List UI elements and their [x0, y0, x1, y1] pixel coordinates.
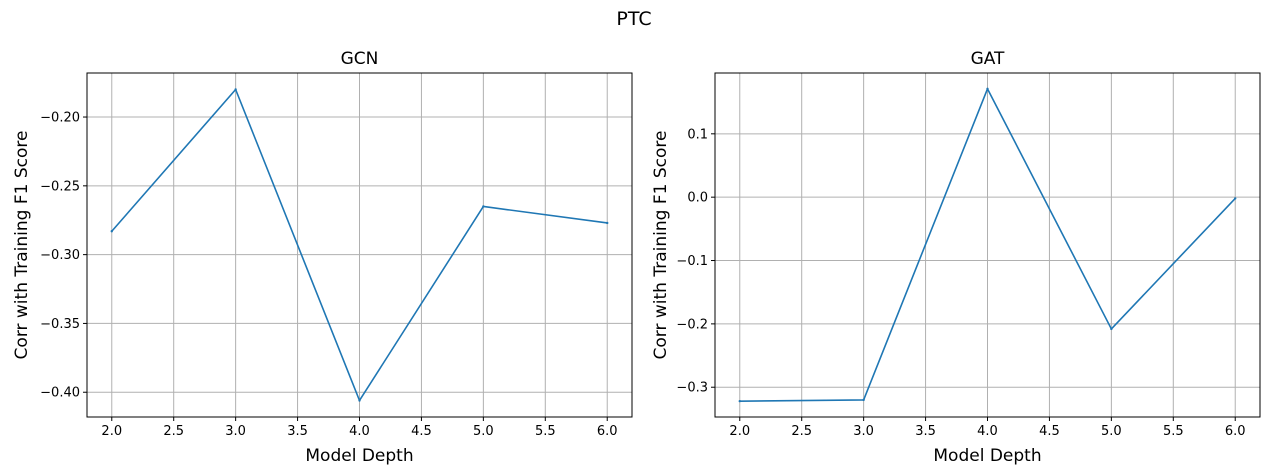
y-tick-label: −0.35: [40, 317, 80, 332]
data-point: [1234, 197, 1237, 200]
x-tick-label: 3.0: [853, 424, 874, 439]
x-axis-label: Model Depth: [933, 446, 1041, 466]
y-axis-label: Corr with Training F1 Score: [651, 131, 671, 360]
figure-suptitle: PTC: [616, 8, 651, 30]
y-tick-label: −0.25: [40, 179, 80, 194]
data-point: [110, 230, 113, 233]
x-tick-label: 3.0: [225, 424, 246, 439]
plot-frame: [714, 72, 1261, 418]
y-tick-label: 0.0: [687, 191, 708, 206]
x-tick-label: 3.5: [287, 424, 308, 439]
x-tick-label: 6.0: [597, 424, 618, 439]
chart-gat: 2.0 2.5 3.0 3.5 4.0 4.5 5.0 5.5 6.0 −0.3 −0.2 −0.1 0…: [651, 49, 1261, 466]
x-tick-label: 2.5: [791, 424, 812, 439]
data-point: [606, 221, 609, 225]
y-tick-label: 0.1: [687, 127, 708, 142]
data-point: [482, 205, 485, 208]
y-axis-label: Corr with Training F1 Score: [12, 131, 32, 360]
data-point: [1110, 327, 1113, 331]
y-tick-label: −0.1: [676, 254, 708, 269]
y-tick-label: −0.30: [40, 248, 80, 263]
x-tick-label: 4.0: [977, 424, 998, 439]
x-tick-label: 5.5: [1163, 424, 1184, 439]
x-tick-label: 5.5: [535, 424, 556, 439]
data-point: [358, 399, 361, 402]
chart-gcn: 2.0 2.5 3.0 3.5 4.0 4.5 5.0 5.5 6.0 −0.40 −0.35 −0.…: [12, 49, 633, 466]
data-point: [738, 399, 741, 403]
x-tick-label: 6.0: [1225, 424, 1246, 439]
charts-container: 2.0 2.5 3.0 3.5 4.0 4.5 5.0 5.5 6.0 −0.40 −0.35 −0.…: [12, 49, 1261, 466]
x-axis-label: Model Depth: [305, 446, 413, 466]
y-tick-label: −0.2: [676, 317, 708, 332]
data-point: [234, 88, 237, 91]
x-tick-label: 2.0: [101, 424, 122, 439]
x-tick-label: 4.0: [349, 424, 370, 439]
x-tick-label: 4.5: [1039, 424, 1060, 439]
data-point: [862, 398, 865, 402]
x-tick-label: 3.5: [915, 424, 936, 439]
plot-frame: [86, 72, 633, 418]
y-tick-label: −0.3: [676, 381, 708, 396]
x-tick-label: 4.5: [411, 424, 432, 439]
x-tick-label: 5.0: [473, 424, 494, 439]
x-tick-label: 2.5: [163, 424, 184, 439]
chart-title: GCN: [341, 49, 379, 69]
y-tick-label: −0.20: [40, 111, 80, 126]
data-point: [986, 87, 989, 91]
x-tick-label: 2.0: [729, 424, 750, 439]
chart-title: GAT: [971, 49, 1005, 69]
y-tick-label: −0.40: [40, 386, 80, 401]
x-tick-label: 5.0: [1101, 424, 1122, 439]
